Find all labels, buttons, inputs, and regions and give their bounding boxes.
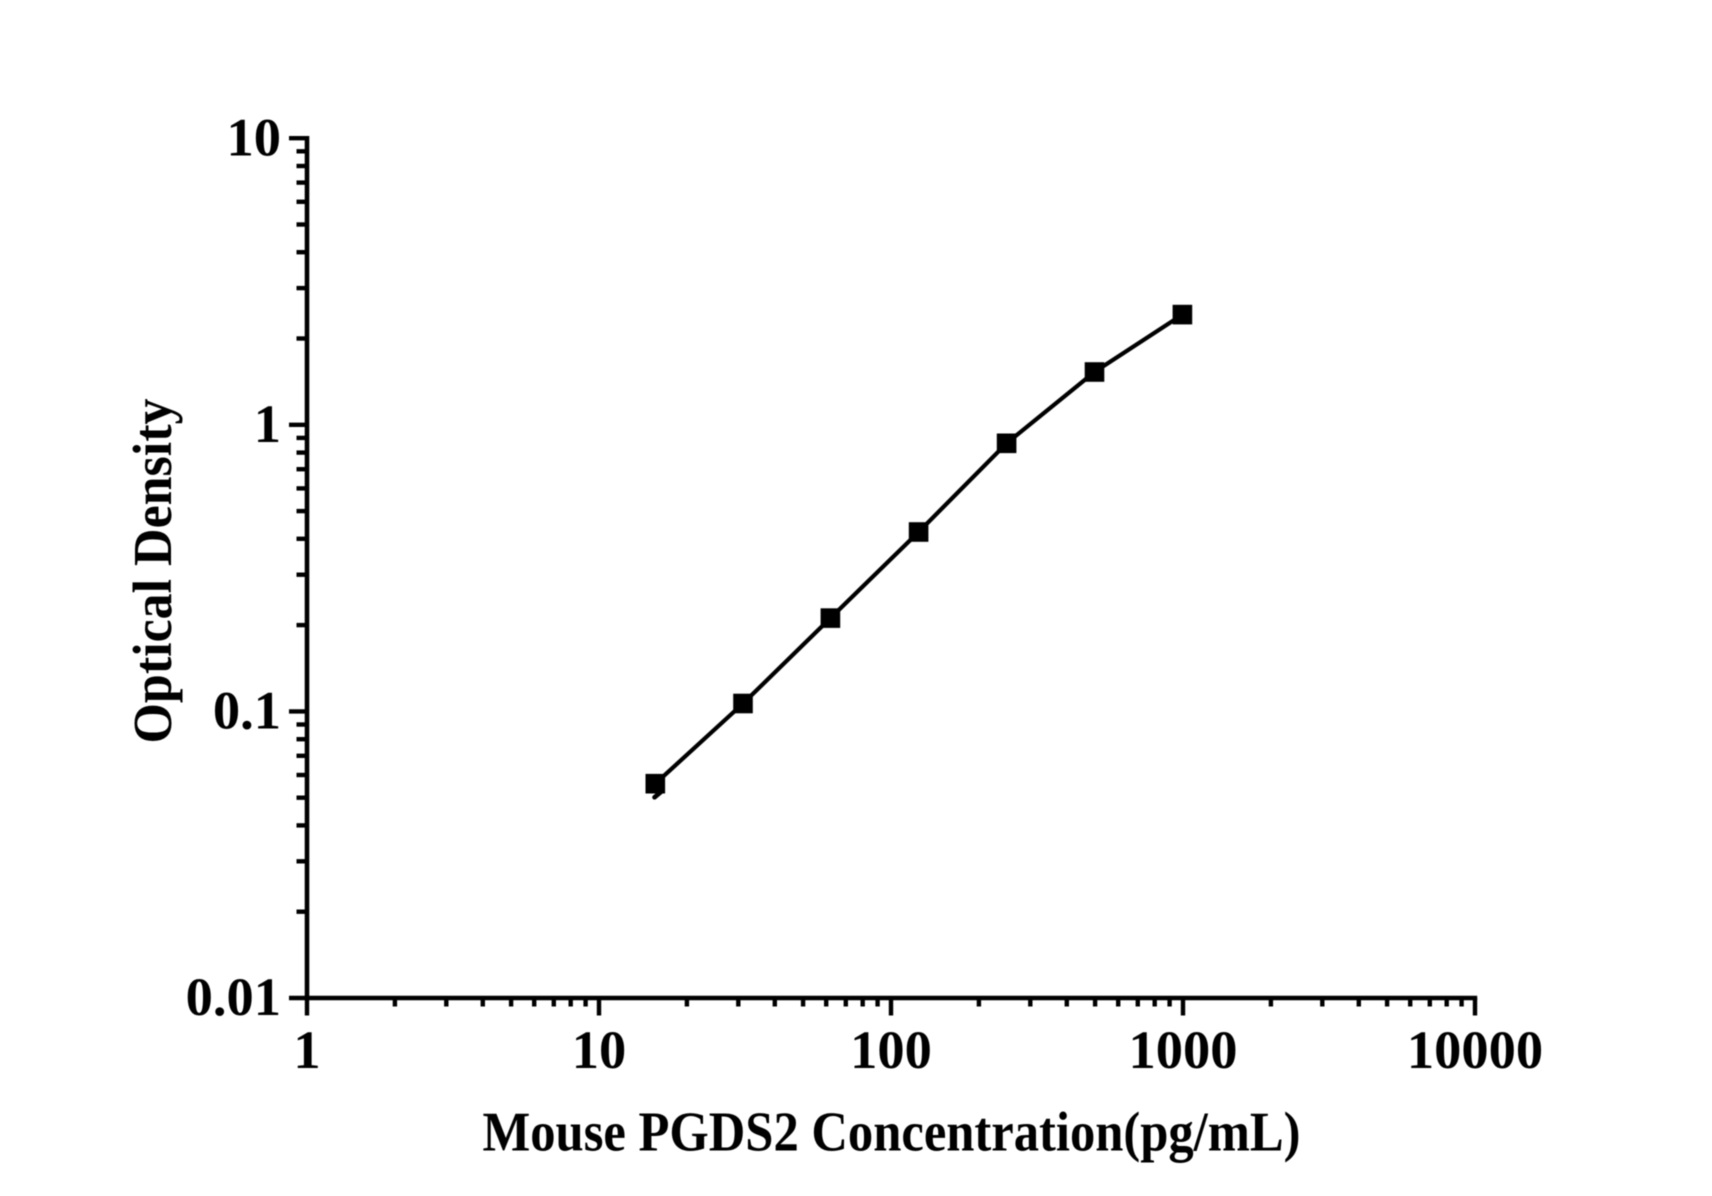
svg-text:1: 1: [293, 1019, 320, 1080]
svg-text:Optical Density: Optical Density: [122, 399, 183, 744]
svg-text:1: 1: [254, 393, 281, 454]
svg-text:10: 10: [227, 106, 282, 167]
svg-text:Mouse PGDS2 Concentration(pg/m: Mouse PGDS2 Concentration(pg/mL): [483, 1102, 1301, 1164]
svg-text:100: 100: [850, 1019, 932, 1080]
svg-text:1000: 1000: [1129, 1019, 1238, 1080]
svg-text:10: 10: [572, 1019, 627, 1080]
svg-text:10000: 10000: [1407, 1019, 1543, 1080]
svg-text:0.1: 0.1: [213, 680, 281, 741]
svg-text:0.01: 0.01: [186, 966, 281, 1027]
